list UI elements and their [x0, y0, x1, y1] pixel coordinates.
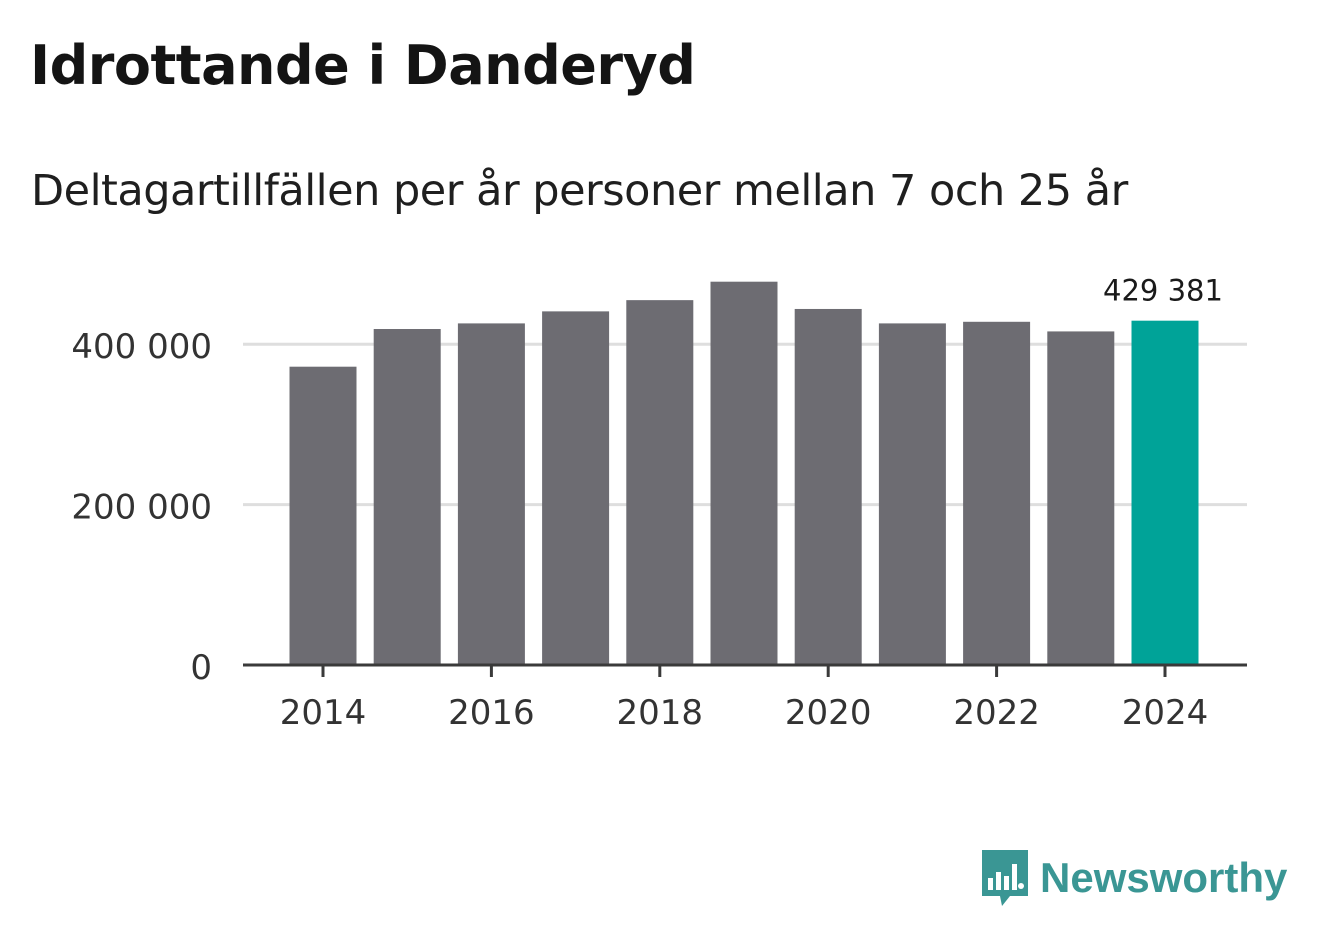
- bar-2022: [963, 321, 1031, 665]
- chart-title: Idrottande i Danderyd: [30, 34, 696, 97]
- newsworthy-logo-icon: [982, 850, 1028, 906]
- x-tick-label: 2014: [280, 693, 367, 733]
- bar-chart: 0 200 000 400 000 2014 2016 2018 2020 2022 2024 4…: [71, 274, 1247, 733]
- y-tick-label: 0: [190, 648, 212, 688]
- chart-subtitle: Deltagartillfällen per år personer mella…: [31, 166, 1128, 216]
- bar-2021: [878, 323, 946, 665]
- labels: 0 200 000 400 000 2014 2016 2018 2020 2022 2024 4…: [71, 274, 1223, 733]
- y-tick-label: 400 000: [71, 327, 212, 367]
- bar-2015: [373, 329, 441, 665]
- bar-2016: [457, 323, 525, 665]
- bar-2020: [794, 308, 862, 665]
- x-tick-label: 2022: [953, 693, 1040, 733]
- x-axis: [243, 663, 1247, 677]
- data-label-2024: 429 381: [1103, 274, 1223, 308]
- x-tick-label: 2024: [1122, 693, 1209, 733]
- bar-2018: [626, 300, 694, 665]
- brand-logo: Newsworthy: [980, 848, 1287, 908]
- brand-name: Newsworthy: [1040, 854, 1288, 901]
- bar-2017: [542, 311, 610, 665]
- x-tick-label: 2016: [448, 693, 535, 733]
- bar-2019: [710, 281, 778, 665]
- x-tick-label: 2018: [617, 693, 704, 733]
- x-tick-label: 2020: [785, 693, 872, 733]
- bars: [289, 281, 1199, 665]
- bar-2023: [1047, 331, 1115, 665]
- bar-2014: [289, 366, 357, 665]
- y-tick-label: 200 000: [71, 488, 212, 528]
- bar-2024: [1131, 320, 1199, 665]
